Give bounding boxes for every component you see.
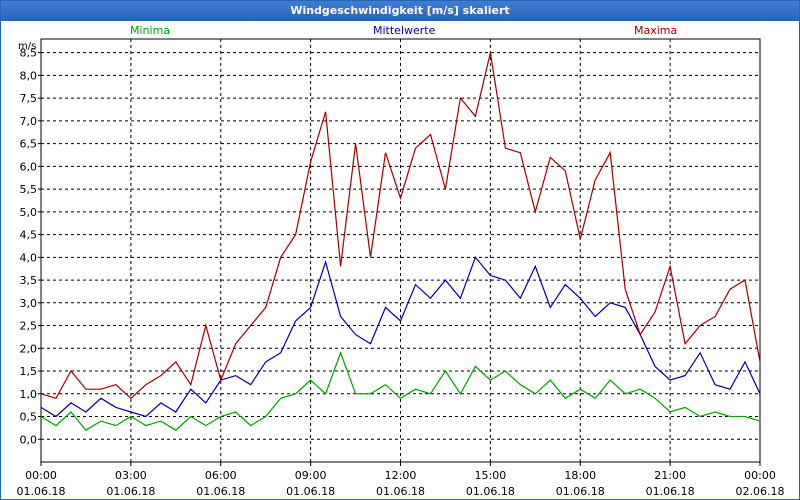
legend-maxima: Maxima [634,24,678,37]
y-tick-label: 6,5 [20,138,38,151]
x-tick-time-label: 15:00 [475,469,507,482]
y-tick-label: 7,5 [20,92,38,105]
y-tick-label: 3,5 [20,274,38,287]
x-tick-date-label: 01.06.18 [466,485,515,498]
x-tick-time-label: 06:00 [205,469,237,482]
y-axis-unit: m/s [18,41,37,52]
x-tick-time-label: 12:00 [385,469,417,482]
y-tick-label: 5,5 [20,183,38,196]
x-tick-date-label: 01.06.18 [286,485,335,498]
y-tick-label: 5,0 [20,206,38,219]
y-tick-label: 4,0 [20,251,38,264]
x-tick-time-label: 09:00 [295,469,327,482]
y-tick-label: 7,0 [20,115,38,128]
x-tick-time-label: 18:00 [564,469,596,482]
legend-mittelwerte: Mittelwerte [373,24,436,37]
y-tick-label: 1,0 [20,388,38,401]
y-tick-label: 2,0 [20,342,38,355]
x-tick-date-label: 01.06.18 [106,485,155,498]
x-tick-date-label: 01.06.18 [556,485,605,498]
x-tick-time-label: 03:00 [115,469,147,482]
y-tick-label: 0,0 [20,433,38,446]
x-tick-date-label: 01.06.18 [196,485,245,498]
series-line-minima [40,351,761,431]
x-tick-date-label: 01.06.18 [17,485,66,498]
y-tick-label: 4,5 [20,229,38,242]
series-line-maxima [40,52,761,400]
y-tick-label: 8,5 [20,47,38,60]
y-tick-label: 1,5 [20,365,38,378]
legend-minima: Minima [130,24,171,37]
window-title: Windgeschwindigkeit [m/s] skaliert [1,1,799,21]
y-tick-label: 8,0 [20,69,38,82]
x-tick-date-label: 01.06.18 [646,485,695,498]
y-tick-label: 0,5 [20,411,38,424]
y-tick-label: 6,0 [20,160,38,173]
y-tick-label: 2,5 [20,320,38,333]
x-tick-time-label: 00:00 [744,469,776,482]
x-tick-date-label: 01.06.18 [376,485,425,498]
x-tick-time-label: 00:00 [25,469,57,482]
x-tick-time-label: 21:00 [654,469,686,482]
x-tick-date-label: 02.06.18 [736,485,785,498]
y-tick-label: 3,0 [20,297,38,310]
